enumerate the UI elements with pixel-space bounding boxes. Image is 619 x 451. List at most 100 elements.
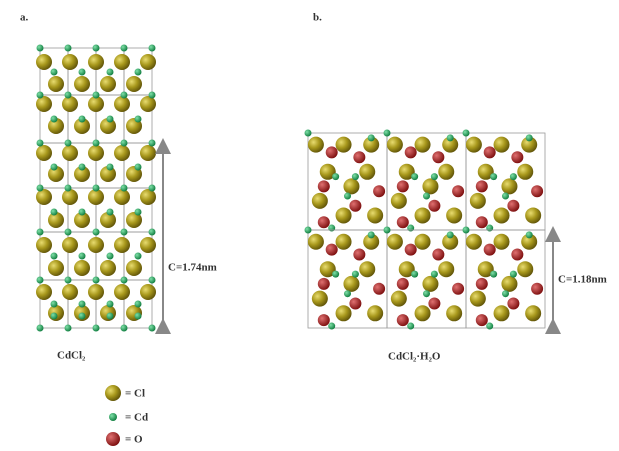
atom-cd [121, 92, 128, 99]
atom-o [349, 298, 361, 310]
atom-cd [328, 323, 335, 330]
atom-cl [88, 237, 104, 253]
atom-cl [501, 178, 517, 194]
atom-o [397, 278, 409, 290]
atom-o [428, 298, 440, 310]
atom-cd [332, 173, 339, 180]
atom-cl [88, 145, 104, 161]
atom-cd [51, 313, 58, 320]
atom-cl [62, 145, 78, 161]
legend-label: = O [125, 434, 143, 446]
atom-cd [149, 92, 156, 99]
atom-cd [431, 173, 438, 180]
atom-cl [36, 189, 52, 205]
atom-cd [490, 173, 497, 180]
atom-o [507, 298, 519, 310]
atom-cl [48, 260, 64, 276]
atom-cl [62, 237, 78, 253]
atom-cl [415, 137, 431, 153]
atom-cd [149, 277, 156, 284]
atom-cd [107, 69, 114, 76]
atom-cl [126, 260, 142, 276]
atom-cl [100, 260, 116, 276]
atom-o [397, 180, 409, 192]
atom-cl [114, 189, 130, 205]
atom-cd [37, 140, 44, 147]
atom-cl [343, 276, 359, 292]
dimension-label: C=1.74nm [168, 262, 217, 274]
atom-o [318, 314, 330, 326]
atom-o [373, 283, 385, 295]
atom-cd [37, 277, 44, 284]
atom-cd [51, 116, 58, 123]
atom-o [318, 180, 330, 192]
atom-cl [62, 189, 78, 205]
atom-cd [93, 185, 100, 192]
atom-cd [135, 253, 142, 260]
atom-cl [494, 234, 510, 250]
atom-o [405, 146, 417, 158]
atom-o [428, 200, 440, 212]
atom-cd [135, 164, 142, 171]
atom-cd [149, 140, 156, 147]
atom-cd [65, 325, 72, 332]
atom-cl [391, 291, 407, 307]
atom-cd [490, 271, 497, 278]
atom-o [476, 216, 488, 228]
atom-cd [510, 173, 517, 180]
legend-cl [105, 385, 121, 401]
atom-cl [126, 76, 142, 92]
atom-cd [431, 271, 438, 278]
atom-cl [114, 237, 130, 253]
atom-o [326, 244, 338, 256]
atom-cl [308, 137, 324, 153]
atom-cd [411, 271, 418, 278]
atom-o [432, 151, 444, 163]
atom-cl [88, 54, 104, 70]
atom-cd [344, 290, 351, 297]
atom-cd [344, 193, 351, 200]
atom-cl [466, 234, 482, 250]
atom-cl [312, 193, 328, 209]
atom-cd [79, 209, 86, 216]
atom-cl [470, 193, 486, 209]
atom-cd [79, 116, 86, 123]
atom-cd [332, 271, 339, 278]
atom-cl [140, 189, 156, 205]
atom-cd [51, 301, 58, 308]
atom-cd [149, 185, 156, 192]
atom-cd [121, 45, 128, 52]
atom-cd [79, 69, 86, 76]
atom-cd [65, 277, 72, 284]
atom-cd [352, 271, 359, 278]
atom-cd [107, 301, 114, 308]
atom-cl [140, 284, 156, 300]
atom-cd [107, 253, 114, 260]
atom-cd [37, 185, 44, 192]
atom-cd [93, 45, 100, 52]
atom-cd [79, 164, 86, 171]
atom-cl [308, 234, 324, 250]
atom-cd [486, 323, 493, 330]
atom-cd [107, 313, 114, 320]
atom-o [531, 185, 543, 197]
caption: CdCl₂ [57, 350, 86, 362]
atom-cd [37, 92, 44, 99]
caption: CdCl₂·H₂O [388, 351, 441, 363]
atom-cd [502, 290, 509, 297]
atom-cl [359, 164, 375, 180]
legend-cd [109, 413, 117, 421]
atom-cd [423, 193, 430, 200]
atom-cd [79, 301, 86, 308]
atom-cd [65, 140, 72, 147]
atom-cl [387, 234, 403, 250]
atom-cl [494, 137, 510, 153]
atom-cl [114, 145, 130, 161]
atom-cl [387, 137, 403, 153]
atom-cl [62, 54, 78, 70]
atom-cd [93, 140, 100, 147]
atom-cl [74, 76, 90, 92]
atom-o [476, 278, 488, 290]
atom-cl [36, 96, 52, 112]
atom-o [405, 244, 417, 256]
